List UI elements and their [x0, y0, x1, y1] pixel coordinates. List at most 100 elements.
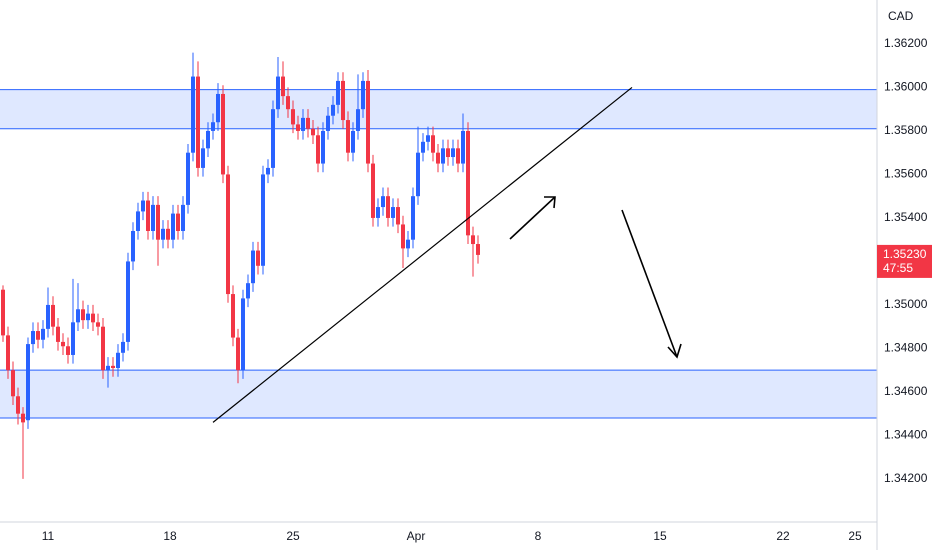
candle-body	[381, 196, 385, 208]
candle-body	[26, 344, 30, 421]
candle-body	[41, 328, 45, 340]
trendline	[212, 86, 633, 423]
candle-body	[436, 152, 440, 164]
candle-body	[96, 322, 100, 327]
candle-body	[46, 304, 50, 329]
candle-body	[51, 304, 55, 327]
y-tick-label: 1.35400	[884, 210, 928, 224]
candle-body	[421, 141, 425, 153]
candle-body	[131, 230, 135, 262]
x-tick-label: 22	[776, 529, 790, 543]
candle-body	[281, 76, 285, 97]
candle-body	[226, 174, 230, 295]
candle-body	[21, 413, 25, 423]
y-tick-label: 1.34400	[884, 428, 928, 442]
up-arrow	[509, 196, 556, 240]
candle-body	[426, 135, 430, 142]
candle-body	[76, 309, 80, 323]
candle-body	[86, 313, 90, 321]
candle-body	[126, 261, 130, 342]
candle-body	[191, 76, 195, 153]
candle-body	[81, 309, 85, 321]
candle-body	[236, 337, 240, 371]
candle-body	[296, 124, 300, 131]
y-tick-label: 1.35600	[884, 167, 928, 181]
candle-body	[101, 326, 105, 371]
candle-body	[56, 326, 60, 342]
candle-body	[376, 207, 380, 218]
zone	[0, 89, 877, 129]
candle-body	[206, 130, 210, 149]
candle-body	[241, 298, 245, 371]
candle-body	[306, 117, 310, 129]
candle-body	[271, 109, 275, 168]
candle-body	[446, 148, 450, 158]
candle-body	[351, 130, 355, 153]
candle-body	[391, 207, 395, 218]
candle-body	[136, 211, 140, 231]
x-tick-label: 11	[42, 529, 55, 543]
candle-body	[476, 244, 480, 255]
candle-body	[16, 396, 20, 414]
candle-body	[346, 120, 350, 153]
candle-body	[231, 294, 235, 338]
candle-body	[71, 322, 75, 355]
y-tick-label: 1.34600	[884, 384, 928, 398]
candle-body	[31, 331, 35, 345]
candle-body	[106, 365, 110, 371]
y-tick-label: 1.34200	[884, 471, 928, 485]
candle-body	[146, 200, 150, 231]
currency-label: CAD	[888, 9, 914, 23]
candle-body	[431, 135, 435, 153]
y-tick-label: 1.36000	[884, 80, 928, 94]
candle-body	[61, 341, 65, 347]
candle-body	[166, 228, 170, 240]
x-tick-label: 15	[653, 529, 667, 543]
candle-body	[416, 152, 420, 197]
candle-body	[471, 235, 475, 245]
candle-body	[456, 148, 460, 164]
candle-body	[216, 93, 220, 123]
candle-body	[111, 365, 115, 369]
candle-body	[326, 115, 330, 131]
candle-body	[331, 104, 335, 116]
candle-body	[161, 228, 165, 240]
candle-body	[116, 352, 120, 369]
candle-body	[301, 117, 305, 131]
candle-body	[311, 128, 315, 136]
candle-body	[251, 250, 255, 284]
candle-body	[451, 148, 455, 158]
y-tick-label: 1.36200	[884, 36, 928, 50]
candle-body	[291, 109, 295, 125]
x-tick-label: Apr	[407, 529, 426, 543]
candle-body	[0, 289, 5, 336]
candle-body	[356, 109, 360, 131]
candle-body	[316, 135, 320, 164]
candle-body	[201, 148, 205, 168]
candle-body	[121, 341, 125, 353]
candle-body	[186, 152, 190, 205]
x-tick-label: 25	[848, 529, 862, 543]
down-arrow	[621, 209, 682, 359]
x-tick-label: 18	[163, 529, 177, 543]
candle-body	[36, 331, 40, 340]
candle-body	[441, 148, 445, 164]
candle-body	[261, 174, 265, 266]
candle-body	[181, 204, 185, 231]
candle-body	[151, 204, 155, 231]
countdown-label: 47:55	[883, 261, 913, 275]
y-tick-label: 1.34800	[884, 341, 928, 355]
candle-body	[336, 80, 340, 105]
candle-body	[156, 204, 160, 240]
candle-body	[66, 346, 70, 355]
candle-body	[466, 130, 470, 236]
candle-body	[461, 130, 465, 164]
x-tick-label: 25	[286, 529, 300, 543]
x-tick-label: 8	[535, 529, 542, 543]
last-price-tag	[877, 244, 932, 278]
candle-body	[361, 80, 365, 110]
candle-body	[176, 213, 180, 231]
y-tick-label: 1.35000	[884, 297, 928, 311]
